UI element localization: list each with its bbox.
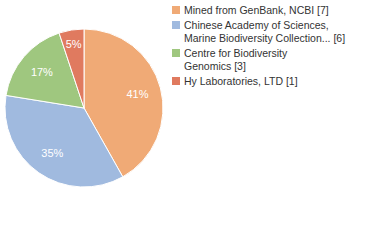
legend-label: Mined from GenBank, NCBI [7]: [184, 4, 329, 16]
chart-svg: 41% 35% 17% 5% Mined from GenBank, NCBI [7] C…: [0, 0, 380, 240]
legend: Mined from GenBank, NCBI [7] Chinese Acad…: [172, 4, 345, 87]
data-label: 35%: [41, 147, 63, 159]
data-label: 41%: [126, 88, 148, 100]
legend-label: Hy Laboratories, LTD [1]: [184, 75, 298, 87]
legend-swatch: [172, 21, 180, 29]
legend-swatch: [172, 6, 180, 14]
slices: [5, 29, 163, 187]
pie-slice: [5, 95, 123, 187]
data-labels: 41% 35% 17% 5%: [31, 38, 149, 159]
chart: 41% 35% 17% 5% Mined from GenBank, NCBI [7] C…: [0, 0, 380, 240]
data-label: 5%: [66, 38, 82, 50]
pie-slice: [59, 29, 84, 108]
legend-label: Chinese Academy of Sciences,Marine Biodi…: [184, 19, 345, 44]
legend-swatch: [172, 49, 180, 57]
legend-swatch: [172, 77, 180, 85]
legend-label: Centre for BiodiversityGenomics [3]: [184, 47, 288, 72]
data-label: 17%: [31, 66, 53, 78]
